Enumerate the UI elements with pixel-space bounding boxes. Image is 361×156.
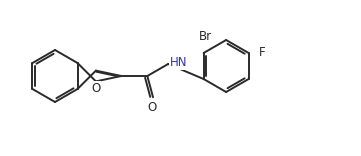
Text: O: O [91,82,100,95]
Text: F: F [259,46,266,59]
Text: O: O [147,101,157,114]
Text: HN: HN [170,56,188,70]
Text: Br: Br [199,30,212,43]
